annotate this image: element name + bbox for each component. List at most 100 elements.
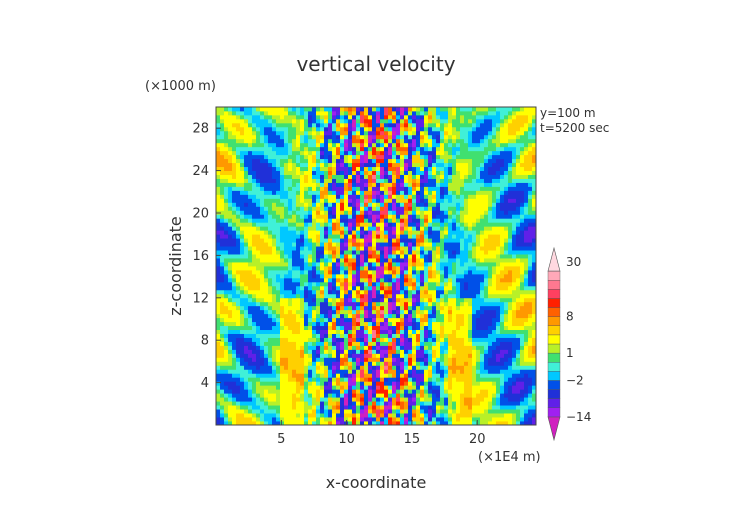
- field-cell: [428, 150, 433, 156]
- field-cell: [280, 305, 285, 311]
- field-cell: [332, 293, 337, 299]
- field-cell: [408, 273, 413, 279]
- field-cell: [320, 293, 325, 299]
- field-cell: [360, 146, 365, 152]
- field-cell: [244, 202, 249, 207]
- field-cell: [344, 417, 349, 422]
- field-cell: [252, 186, 257, 191]
- field-cell: [356, 417, 361, 422]
- field-cell: [404, 337, 409, 342]
- field-cell: [432, 186, 437, 191]
- field-cell: [380, 170, 385, 175]
- field-cell: [220, 373, 225, 378]
- field-cell: [328, 202, 333, 207]
- field-cell: [404, 413, 409, 418]
- field-cell: [456, 262, 461, 267]
- field-cell: [368, 142, 373, 148]
- field-cell: [356, 186, 361, 191]
- field-cell: [256, 238, 261, 243]
- field-cell: [428, 110, 433, 116]
- field-cell: [420, 317, 425, 323]
- field-cell: [408, 409, 413, 414]
- field-cell: [372, 250, 377, 255]
- field-cell: [400, 262, 405, 267]
- field-cell: [404, 273, 409, 279]
- field-cell: [444, 337, 449, 342]
- field-cell: [260, 226, 265, 231]
- field-cell: [236, 333, 241, 338]
- field-cell: [420, 353, 425, 358]
- field-cell: [380, 246, 385, 251]
- field-cell: [288, 309, 293, 315]
- field-cell: [416, 202, 421, 207]
- field-cell: [288, 186, 293, 191]
- field-cell: [456, 401, 461, 406]
- field-cell: [444, 118, 449, 124]
- field-cell: [408, 178, 413, 183]
- field-cell: [396, 266, 401, 271]
- field-cell: [316, 134, 321, 140]
- field-cell: [232, 250, 237, 255]
- field-cell: [352, 162, 357, 168]
- field-cell: [240, 377, 245, 382]
- field-cell: [380, 238, 385, 243]
- field-cell: [436, 178, 441, 183]
- field-cell: [344, 262, 349, 267]
- field-cell: [340, 218, 345, 223]
- field-cell: [464, 389, 469, 394]
- field-cell: [312, 377, 317, 382]
- field-cell: [300, 369, 305, 374]
- field-cell: [364, 150, 369, 156]
- field-cell: [264, 214, 269, 219]
- field-cell: [300, 170, 305, 175]
- field-cell: [324, 170, 329, 175]
- field-cell: [396, 198, 401, 203]
- field-cell: [272, 122, 277, 128]
- field-cell: [436, 421, 441, 426]
- field-cell: [460, 389, 465, 394]
- field-cell: [264, 190, 269, 195]
- field-cell: [336, 385, 341, 390]
- field-cell: [264, 281, 269, 287]
- field-cell: [220, 114, 225, 120]
- field-cell: [252, 297, 257, 303]
- field-cell: [448, 246, 453, 251]
- field-cell: [304, 269, 309, 275]
- field-cell: [280, 190, 285, 195]
- field-cell: [368, 234, 373, 239]
- field-cell: [444, 142, 449, 148]
- field-cell: [296, 333, 301, 338]
- field-cell: [232, 138, 237, 144]
- field-cell: [408, 206, 413, 211]
- field-cell: [308, 114, 313, 120]
- field-cell: [316, 417, 321, 422]
- field-cell: [292, 285, 297, 291]
- field-cell: [216, 198, 221, 203]
- field-cell: [344, 353, 349, 358]
- field-cell: [312, 154, 317, 160]
- field-cell: [408, 182, 413, 187]
- field-cell: [236, 417, 241, 422]
- field-cell: [244, 269, 249, 275]
- field-cell: [244, 301, 249, 307]
- field-cell: [308, 150, 313, 156]
- field-cell: [320, 134, 325, 140]
- field-cell: [400, 345, 405, 350]
- field-cell: [280, 222, 285, 227]
- field-cell: [232, 281, 237, 287]
- field-cell: [460, 158, 465, 164]
- field-cell: [296, 266, 301, 271]
- field-cell: [376, 361, 381, 366]
- field-cell: [220, 130, 225, 136]
- field-cell: [280, 337, 285, 342]
- field-cell: [252, 222, 257, 227]
- field-cell: [264, 146, 269, 152]
- field-cell: [376, 158, 381, 164]
- field-cell: [256, 206, 261, 211]
- field-cell: [444, 325, 449, 331]
- field-cell: [444, 166, 449, 172]
- field-cell: [264, 107, 269, 112]
- field-cell: [336, 194, 341, 199]
- field-cell: [316, 349, 321, 354]
- field-cell: [292, 381, 297, 386]
